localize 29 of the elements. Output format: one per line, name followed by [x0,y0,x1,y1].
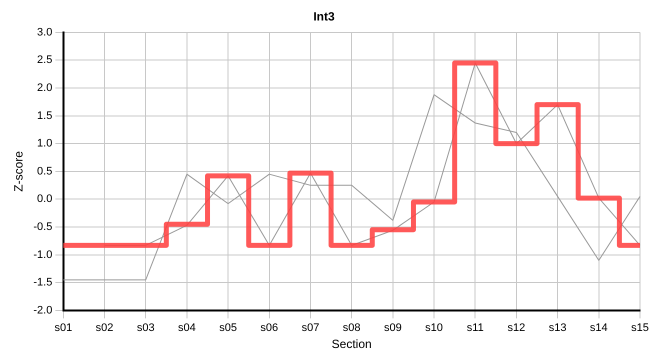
x-tick-label: s03 [136,322,155,334]
x-tick-label: s10 [425,322,443,334]
chart-title: Int3 [313,10,335,24]
y-tick-label: 0.5 [37,165,52,178]
x-tick-label: s15 [631,322,649,334]
y-tick-label: -1.0 [33,248,52,261]
x-tick-label: s05 [219,322,237,334]
x-tick-label: s04 [178,322,196,334]
y-tick-label: 2.0 [37,82,52,94]
x-tick-label: s07 [302,322,320,334]
y-tick-label: 3.0 [37,26,52,38]
y-tick-label: 2.5 [37,54,52,66]
x-tick-label: s12 [508,322,526,334]
y-tick-label: 1.5 [37,110,52,122]
y-tick-label: -2.0 [33,304,52,316]
x-tick-label: s01 [54,322,72,334]
y-tick-label: -0.5 [33,221,52,234]
y-tick-label: 0.0 [37,193,52,206]
x-tick-label: s02 [96,322,114,334]
x-tick-label: s09 [384,322,402,334]
y-axis-title: Z-score [12,150,26,192]
y-tick-label: 1.0 [37,138,52,150]
x-tick-label: s11 [466,322,484,334]
x-tick-label: s13 [548,322,566,334]
x-tick-label: s14 [590,322,608,334]
x-tick-label: s06 [260,322,278,334]
y-tick-label: -1.5 [33,276,52,289]
x-tick-label: s08 [342,322,361,334]
x-axis-title: Section [332,337,372,352]
